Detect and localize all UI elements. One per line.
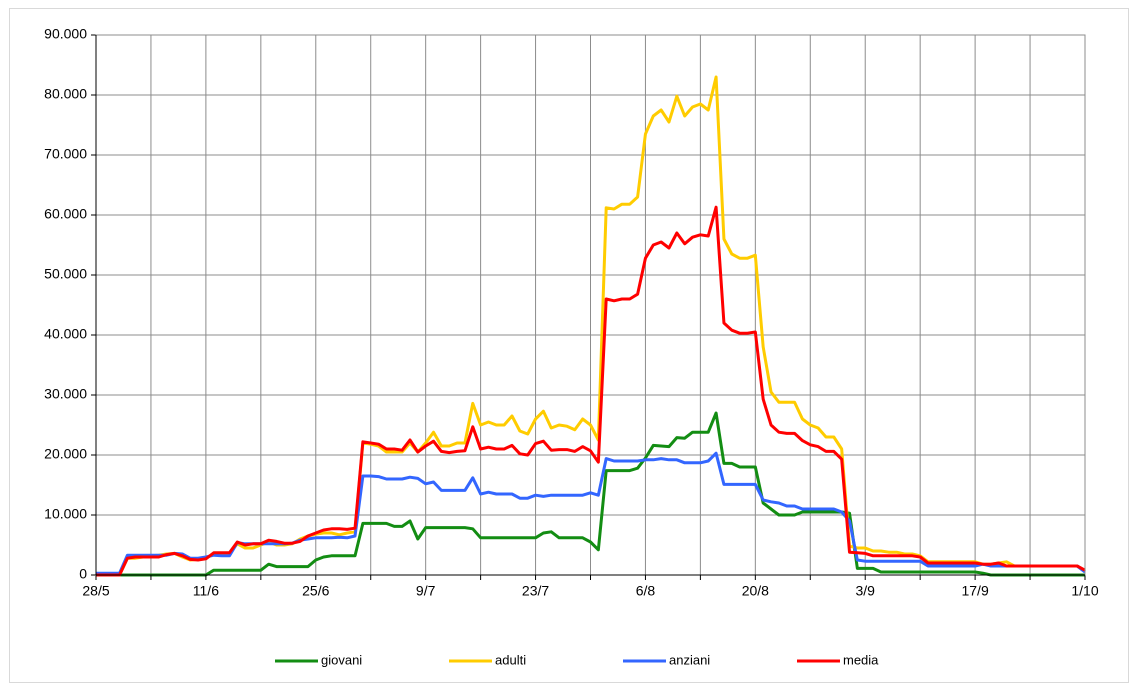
x-tick-label: 11/6: [193, 583, 219, 599]
x-tick-label: 20/8: [742, 583, 769, 599]
x-tick-label: 3/9: [855, 583, 875, 599]
y-tick-label: 0: [79, 566, 87, 582]
y-tick-label: 80.000: [44, 86, 87, 102]
series-line: [96, 411, 1085, 577]
x-tick-label: 1/10: [1071, 583, 1098, 599]
series-line: [96, 205, 1086, 577]
x-tick-label: 6/8: [636, 583, 656, 599]
y-tick-label: 30.000: [44, 386, 87, 402]
x-tick-label: 25/6: [302, 583, 329, 599]
chart-border: [9, 8, 1129, 683]
legend-label: adulti: [495, 652, 526, 667]
legend-label: media: [843, 652, 879, 667]
y-tick-label: 40.000: [44, 326, 87, 342]
legend-label: anziani: [669, 652, 710, 667]
x-tick-label: 17/9: [961, 583, 988, 599]
y-tick-label: 20.000: [44, 446, 87, 462]
x-tick-label: 28/5: [82, 583, 109, 599]
y-tick-label: 90.000: [44, 26, 87, 42]
x-tick-label: 9/7: [416, 583, 436, 599]
y-tick-label: 10.000: [44, 506, 87, 522]
y-tick-label: 70.000: [44, 146, 87, 162]
y-tick-label: 50.000: [44, 266, 87, 282]
x-tick-label: 23/7: [522, 583, 549, 599]
axes: 0 10.000 20.000 30.000 40.000 50.000 60.000 70.…: [44, 26, 1099, 599]
y-tick-label: 60.000: [44, 206, 87, 222]
lines: [96, 75, 1086, 577]
legend: giovani adulti anziani media: [275, 652, 879, 667]
legend-label: giovani: [321, 652, 362, 667]
grid: [95, 34, 1086, 575]
